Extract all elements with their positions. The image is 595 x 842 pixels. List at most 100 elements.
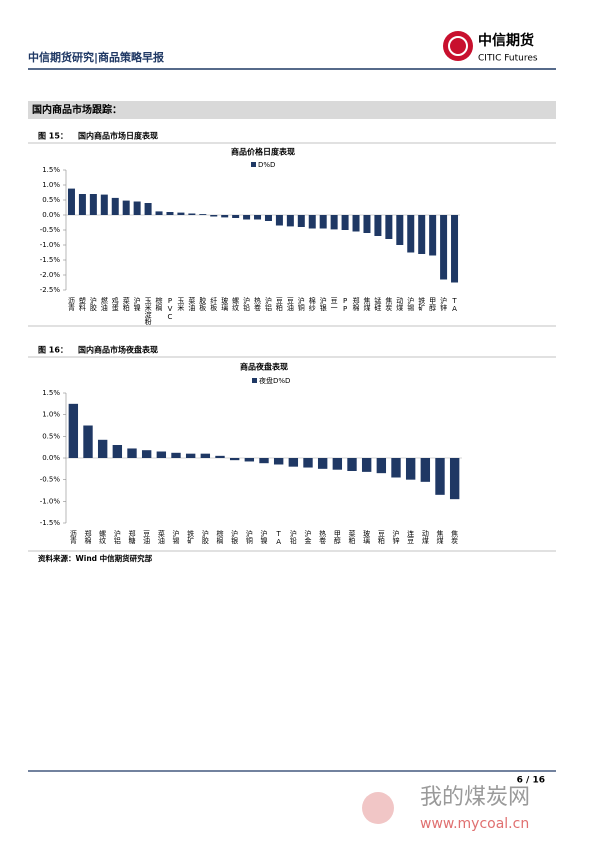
x-tick-label: 热卷 (319, 529, 327, 544)
bar (229, 458, 240, 461)
bar (67, 188, 75, 215)
y-tick-label: 1.0% (42, 411, 60, 419)
bar (111, 197, 119, 215)
x-tick-label: 沪铝 (264, 296, 272, 312)
bar (341, 215, 349, 230)
bar (435, 458, 445, 495)
x-tick-label: 连豆 (407, 529, 415, 544)
y-tick-label: 0.5% (42, 196, 60, 204)
x-tick-label: 沪锌 (392, 529, 400, 545)
x-tick-label: 铁矿 (418, 296, 426, 312)
bar (89, 194, 97, 215)
bar (200, 453, 211, 458)
bar (317, 458, 328, 469)
bar (440, 215, 448, 280)
x-tick-label: 玻璃 (363, 529, 371, 545)
figure-label: 图 16： (38, 346, 68, 355)
bar (259, 458, 269, 464)
y-tick-label: -1.0% (40, 497, 61, 505)
bar (155, 211, 163, 215)
x-tick-label: 纤板 (210, 296, 218, 312)
x-tick-label: 沪胶 (201, 529, 209, 545)
bar (112, 445, 123, 458)
y-tick-label: -2.5% (40, 286, 61, 294)
bar (78, 194, 86, 215)
bar (405, 458, 416, 480)
bar (156, 451, 167, 458)
bar (83, 425, 93, 458)
y-tick-label: 0.5% (42, 432, 60, 440)
logo-icon-ring (448, 36, 468, 56)
bar (396, 215, 404, 245)
x-tick-label: 豆粕 (377, 530, 385, 545)
x-tick-label: 沪铅 (289, 529, 297, 545)
x-tick-label: 动煤 (421, 529, 429, 545)
x-tick-label: 焦煤 (436, 529, 444, 545)
bar (385, 215, 393, 239)
bar (391, 458, 401, 478)
watermark-icon (362, 792, 394, 824)
watermark-name: 我的煤炭网 (420, 785, 530, 810)
bar (451, 215, 459, 283)
y-tick-label: -0.5% (40, 476, 61, 484)
bar (273, 458, 284, 465)
bar (429, 215, 437, 256)
x-tick-label: 玉米淀粉 (144, 297, 152, 326)
x-tick-label: 棕榈 (216, 529, 224, 545)
bar (188, 213, 196, 215)
x-tick-label: 焦炭 (385, 296, 393, 312)
bar (288, 458, 299, 467)
x-tick-label: 菜油 (157, 529, 165, 545)
bar (177, 212, 185, 215)
bar (275, 215, 283, 226)
x-tick-label: 郑棉 (352, 297, 360, 312)
legend-label: 夜盘D%D (259, 376, 290, 385)
bar (449, 458, 460, 500)
page-number: 6 / 16 (517, 776, 545, 786)
logo-icon (443, 31, 473, 61)
x-tick-label: 铁矿 (187, 529, 195, 545)
bar (97, 439, 108, 458)
x-tick-label: 燃油 (100, 296, 108, 312)
x-tick-label: 沪锡 (172, 529, 180, 545)
x-tick-label: 沪胶 (89, 296, 97, 312)
logo-cn: 中信期货 (478, 32, 534, 49)
bar (122, 200, 130, 215)
bar (418, 215, 426, 254)
x-tick-label: 沥青 (67, 296, 75, 312)
x-tick-label: 菜粕 (122, 296, 130, 312)
x-tick-label: 动煤 (396, 296, 404, 312)
bar (232, 215, 240, 218)
bar (319, 215, 327, 229)
y-tick-label: 1.5% (42, 389, 60, 397)
bar (199, 214, 207, 215)
bar (221, 215, 229, 218)
y-tick-label: 1.5% (42, 166, 60, 174)
x-tick-label: 沪铝 (113, 529, 121, 545)
x-tick-label: TA (451, 297, 459, 313)
bar (100, 194, 108, 215)
y-tick-label: 0.0% (42, 454, 60, 462)
bar (243, 215, 251, 220)
bar (361, 458, 372, 472)
bar (352, 215, 360, 232)
x-tick-label: 沥青 (69, 529, 77, 545)
x-tick-label: 甲醇 (333, 530, 341, 545)
bar (133, 201, 141, 215)
x-tick-label: 沪铜 (297, 296, 305, 312)
x-tick-label: TA (275, 530, 283, 546)
x-tick-label: 塑料 (78, 296, 86, 312)
chart-title: 商品价格日度表现 (231, 147, 295, 157)
bar (185, 453, 196, 458)
figure-label: 图 15： (38, 132, 68, 141)
source: 资料来源：Wind 中信期货研究部 (38, 553, 153, 563)
bar (374, 215, 382, 236)
bar (332, 458, 343, 470)
bar (286, 215, 294, 227)
section-band (28, 101, 556, 119)
x-tick-label: 玉米 (177, 297, 185, 312)
x-tick-label: 菜粕 (348, 529, 356, 545)
x-tick-label: 沪镍 (260, 529, 268, 545)
x-tick-label: 螺纹 (99, 529, 107, 545)
x-tick-label: 鸡蛋 (111, 296, 119, 312)
